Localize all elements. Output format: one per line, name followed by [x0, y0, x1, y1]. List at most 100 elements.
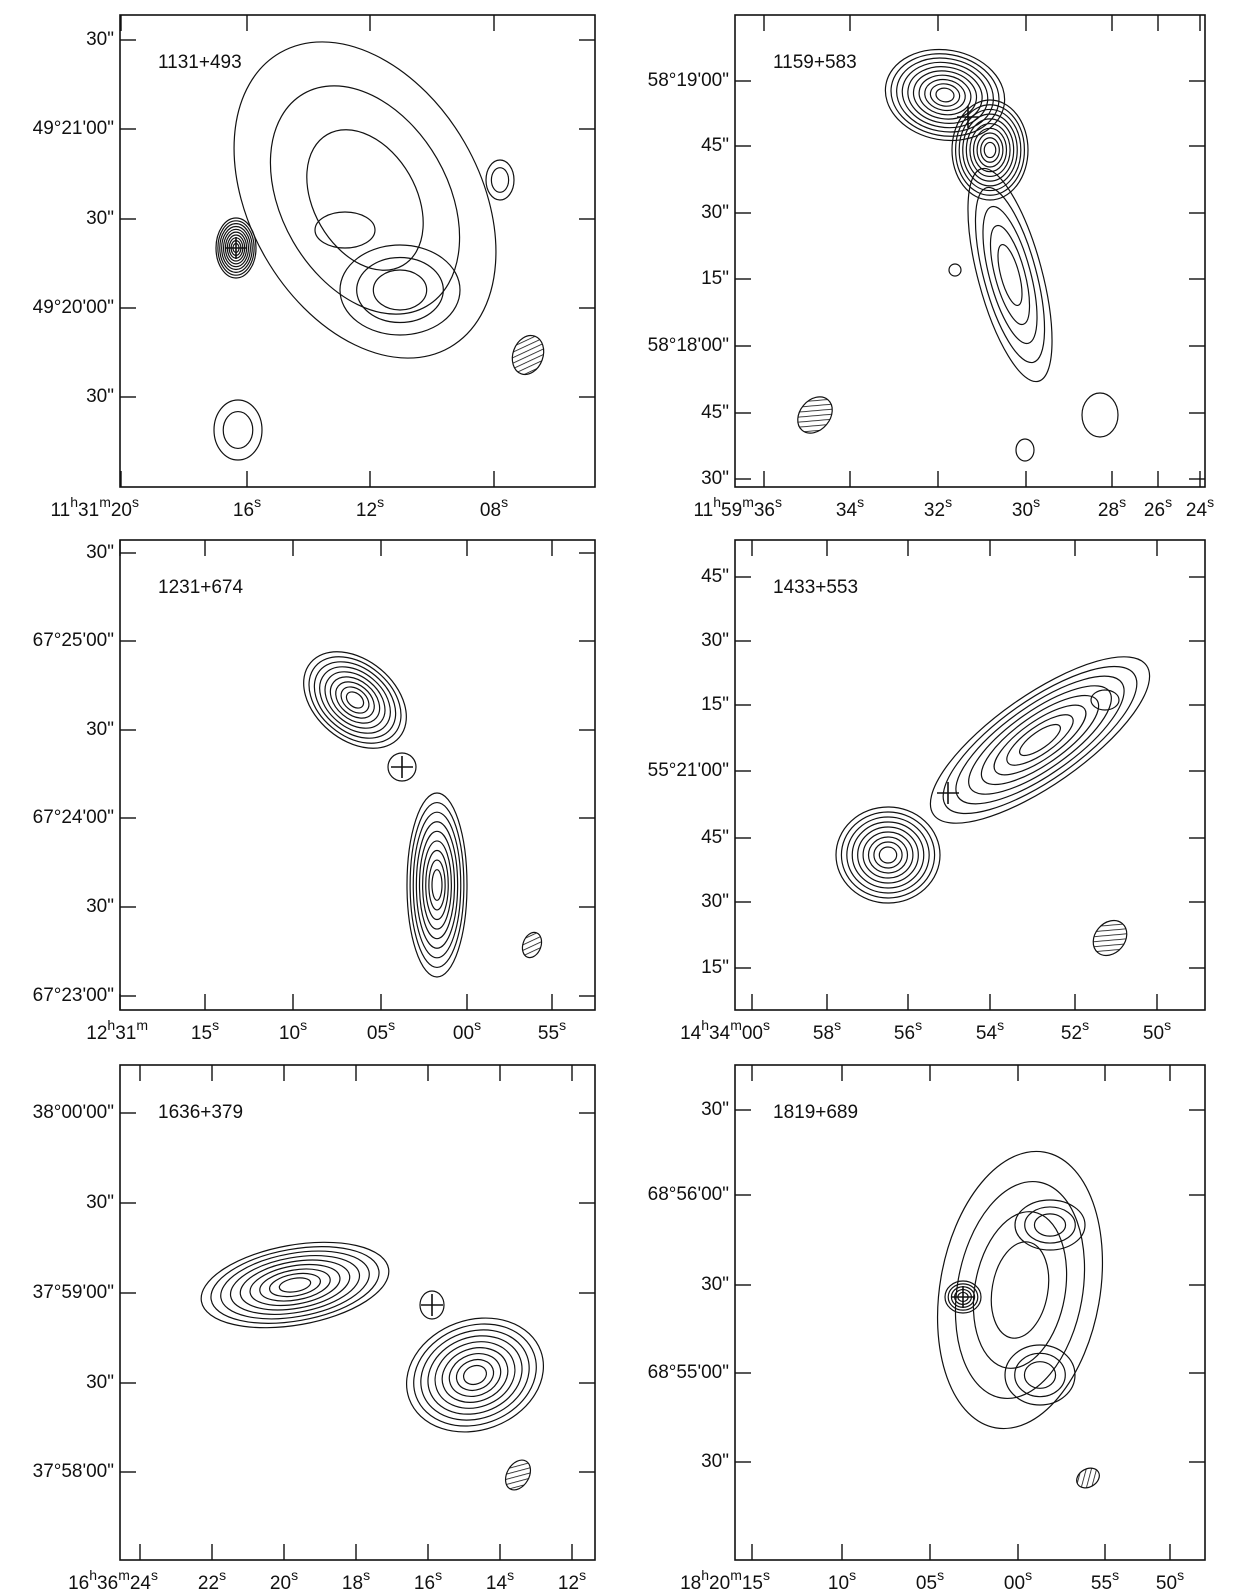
contour — [299, 646, 410, 754]
unit-superscript: s — [915, 1017, 922, 1033]
x-tick-label: 16s — [414, 1567, 442, 1594]
value-text: 31 — [78, 500, 99, 521]
y-tick-label: 15" — [701, 957, 729, 978]
unit-superscript: s — [1082, 1017, 1089, 1033]
contour — [929, 82, 962, 109]
x-tick-label: 12s — [558, 1567, 586, 1594]
contour — [874, 842, 902, 868]
x-tick-label: 52s — [1061, 1017, 1089, 1044]
unit-superscript: s — [857, 494, 864, 510]
x-tick-label: 12s — [356, 494, 384, 521]
unit-superscript: s — [254, 494, 261, 510]
unit-superscript: h — [713, 494, 721, 510]
unit-superscript: s — [937, 1567, 944, 1583]
value-text: 59 — [721, 500, 742, 521]
value-text: 12 — [86, 1023, 107, 1044]
contour — [984, 142, 995, 157]
map-panel: 1159+58358°19'00"45"30"15"58°18'00"45"30… — [648, 15, 1214, 521]
y-tick-label: 30" — [86, 1372, 114, 1393]
contour — [1025, 1207, 1076, 1243]
contour — [952, 100, 1028, 200]
contour — [949, 264, 961, 276]
x-tick-label: 26s — [1144, 494, 1172, 521]
value-text: 22 — [198, 1573, 219, 1594]
value-text: 20 — [709, 1573, 730, 1594]
beam — [507, 331, 549, 379]
x-tick-label: 11h31m20s — [51, 494, 139, 521]
map-panel: 1433+55345"30"15"55°21'00"45"30"15"14h34… — [648, 540, 1205, 1044]
value-text: 56 — [894, 1023, 915, 1044]
value-text: 55 — [538, 1023, 559, 1044]
y-tick-label: 30" — [701, 1451, 729, 1472]
contour — [858, 827, 919, 883]
unit-superscript: h — [70, 494, 78, 510]
unit-superscript: s — [1033, 494, 1040, 510]
x-tick-label: 30s — [1012, 494, 1040, 521]
contour — [205, 1235, 385, 1335]
contour — [970, 124, 1010, 177]
value-text: 58 — [813, 1023, 834, 1044]
unit-superscript: s — [1164, 1017, 1171, 1033]
unit-superscript: s — [300, 1017, 307, 1033]
y-tick-label: 68°56'00" — [648, 1184, 729, 1205]
contour — [491, 168, 508, 193]
unit-superscript: s — [219, 1567, 226, 1583]
value-text: 10 — [828, 1573, 849, 1594]
value-text: 14 — [680, 1023, 702, 1044]
value-text: 30 — [1012, 500, 1033, 521]
contour — [963, 114, 1017, 186]
unit-superscript: s — [132, 494, 139, 510]
value-text: 16 — [68, 1573, 89, 1594]
panel-frame — [735, 1065, 1205, 1560]
y-tick-label: 38°00'00" — [33, 1102, 114, 1123]
contour — [1005, 1345, 1075, 1405]
unit-superscript: s — [945, 494, 952, 510]
contour — [985, 693, 1096, 786]
value-text: 14 — [486, 1573, 508, 1594]
unit-superscript: s — [1119, 494, 1126, 510]
value-text: 12 — [356, 500, 377, 521]
contour — [399, 1307, 551, 1442]
contour — [1034, 1214, 1065, 1236]
unit-superscript: m — [136, 1017, 148, 1033]
value-text: 28 — [1098, 500, 1119, 521]
value-text: 05 — [367, 1023, 388, 1044]
value-text: 32 — [924, 500, 945, 521]
panel-frame — [120, 15, 595, 487]
x-tick-label: 20s — [270, 1567, 298, 1594]
y-tick-label: 30" — [701, 202, 729, 223]
contour — [236, 1252, 353, 1317]
y-tick-label: 30" — [86, 542, 114, 563]
contour — [981, 138, 1000, 163]
value-text: 50 — [1156, 1573, 1177, 1594]
contour — [993, 242, 1027, 307]
unit-superscript: h — [89, 1567, 97, 1583]
y-tick-label: 37°59'00" — [33, 1282, 114, 1303]
contour — [1015, 1353, 1066, 1396]
y-tick-label: 30" — [86, 1192, 114, 1213]
map-panel: 1636+37938°00'00"30"37°59'00"30"37°58'00… — [33, 1065, 595, 1594]
contour — [847, 817, 929, 893]
contour — [891, 51, 1000, 140]
y-tick-label: 30" — [86, 29, 114, 50]
y-tick-label: 30" — [701, 468, 729, 489]
unit-superscript: s — [501, 494, 508, 510]
y-tick-label: 30" — [86, 896, 114, 917]
contour — [340, 245, 460, 335]
contour — [292, 639, 418, 761]
contour — [863, 832, 913, 878]
contour — [923, 642, 1157, 839]
unit-superscript: s — [363, 1567, 370, 1583]
unit-superscript: s — [377, 494, 384, 510]
value-text: 34 — [709, 1023, 731, 1044]
contour — [257, 1264, 332, 1306]
contour — [417, 1323, 533, 1427]
x-tick-label: 00s — [1004, 1567, 1032, 1594]
y-tick-label: 45" — [701, 135, 729, 156]
value-text: 11 — [694, 500, 714, 521]
y-tick-label: 15" — [701, 268, 729, 289]
contour — [1082, 393, 1118, 437]
unit-superscript: s — [1025, 1567, 1032, 1583]
contour — [336, 682, 374, 719]
value-text: 00 — [742, 1023, 763, 1044]
